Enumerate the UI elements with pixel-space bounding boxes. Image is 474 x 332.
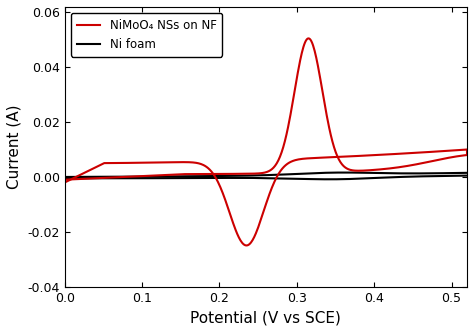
Legend: NiMoO₄ NSs on NF, Ni foam: NiMoO₄ NSs on NF, Ni foam — [71, 13, 222, 56]
X-axis label: Potential (V vs SCE): Potential (V vs SCE) — [191, 310, 341, 325]
Y-axis label: Current (A): Current (A) — [7, 105, 22, 189]
